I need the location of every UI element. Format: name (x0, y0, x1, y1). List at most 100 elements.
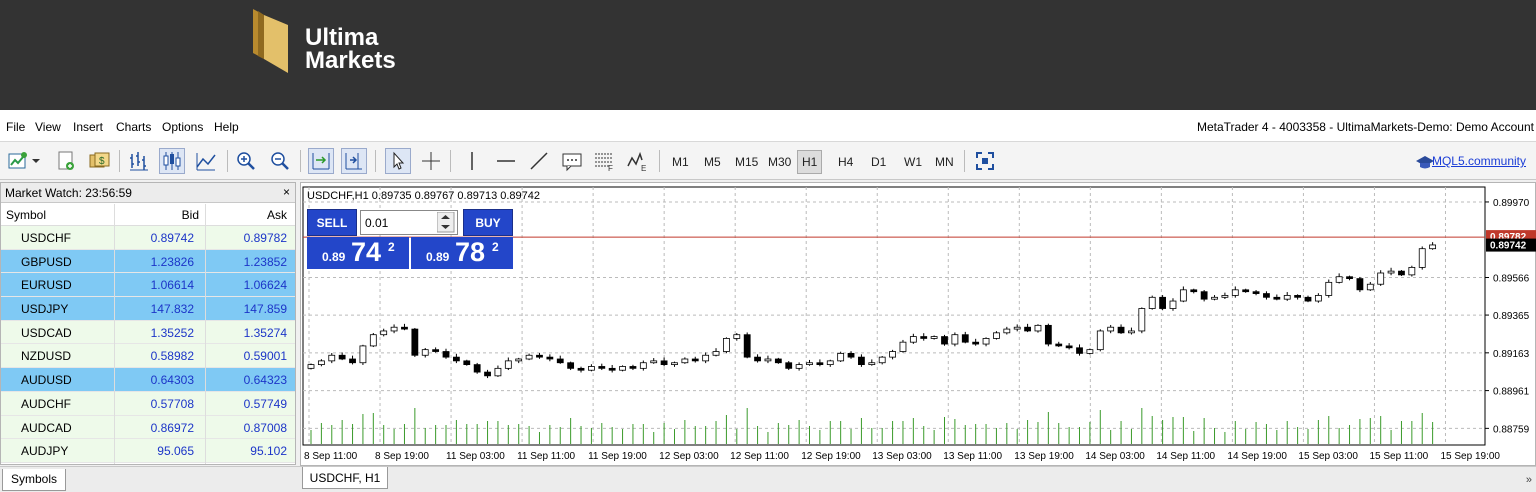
candle-body (889, 351, 896, 358)
candle-body (774, 358, 782, 364)
candle-body (1065, 345, 1073, 349)
tf-h4-button[interactable]: H4 (838, 155, 854, 169)
ask-price: 0.87008 (243, 420, 287, 435)
market-watch-icon[interactable]: $ (86, 148, 112, 174)
trendline-icon[interactable] (526, 148, 552, 174)
candle-body (733, 334, 741, 339)
candle-body (556, 358, 564, 364)
scroll-right-icon[interactable]: » (1525, 474, 1532, 486)
market-watch-row[interactable]: USDJPY 147.832 147.859 (1, 297, 295, 321)
tab-chart-usdchf[interactable]: USDCHF, H1 (302, 467, 388, 489)
symbol-name: USDCHF (21, 231, 71, 245)
symbol-column-header[interactable]: Symbol (6, 208, 47, 222)
fibonacci-icon[interactable]: F (591, 148, 617, 174)
candle-body (349, 358, 356, 364)
chart-shift-icon[interactable] (341, 148, 367, 174)
ask-column-header[interactable]: Ask (266, 208, 287, 222)
crosshair-icon[interactable] (418, 148, 444, 174)
bid-price: 0.89742 (150, 231, 194, 245)
candle-body (858, 356, 865, 366)
candle-body (899, 341, 907, 352)
menu-options[interactable]: Options (162, 120, 204, 134)
menu-view[interactable]: View (35, 120, 61, 134)
market-watch-rows: USDCHF 0.89742 0.89782 GBPUSD 1.23826 1.23852… (1, 226, 295, 463)
market-watch-row[interactable]: USDCHF 0.89742 0.89782 (1, 226, 295, 250)
market-watch-row[interactable]: AUDJPY 95.065 95.102 (1, 439, 295, 463)
close-icon[interactable]: × (282, 185, 290, 199)
market-watch-row[interactable]: AUDUSD 0.64303 0.64323 (1, 368, 295, 392)
menu-charts[interactable]: Charts (116, 120, 152, 134)
candle-body (1314, 295, 1322, 302)
market-watch-row[interactable]: AUDCAD 0.86972 0.87008 (1, 415, 295, 440)
tf-m5-button[interactable]: M5 (704, 155, 721, 169)
bid-column-header[interactable]: Bid (181, 208, 199, 222)
tf-w1-button[interactable]: W1 (904, 155, 922, 169)
candle-body (1366, 283, 1374, 291)
candle-body (317, 360, 325, 366)
sell-button[interactable]: SELL (307, 209, 357, 236)
bar-chart-icon[interactable] (126, 148, 152, 174)
chart-window[interactable]: 0.89970 0.89566 0.89365 0.89163 0.88961 0.887… (300, 182, 1536, 466)
profiles-icon[interactable] (53, 148, 79, 174)
mql5-community-link[interactable]: MQL5.community (1431, 154, 1526, 168)
market-watch-title-text: Market Watch: 23:56:59 (5, 186, 132, 200)
tf-m1-button[interactable]: M1 (672, 155, 689, 169)
candlestick-icon[interactable] (159, 148, 185, 174)
candle-body (619, 366, 626, 371)
menu-insert[interactable]: Insert (73, 120, 104, 134)
ask-price: 0.89782 (243, 231, 287, 245)
dropdown-arrow-icon[interactable] (28, 148, 44, 174)
menu-help[interactable]: Help (214, 120, 239, 134)
bid-price: 0.57708 (150, 396, 194, 411)
lot-stepper-icon[interactable] (437, 212, 455, 233)
candle-body (369, 334, 377, 347)
fullscreen-icon[interactable] (972, 148, 998, 174)
bid-price: 1.06614 (150, 278, 194, 293)
zoom-in-icon[interactable] (233, 148, 259, 174)
candle-body (463, 360, 471, 366)
symbol-name: GBPUSD (21, 254, 72, 269)
tf-m30-button[interactable]: M30 (768, 155, 792, 169)
candle-body (598, 366, 606, 369)
bid-price-label: 0.89742 (1490, 241, 1527, 252)
tf-m15-button[interactable]: M15 (735, 155, 759, 169)
candle-body (588, 366, 595, 371)
candle-body (1107, 326, 1115, 332)
market-watch-row[interactable]: AUDCHF 0.57708 0.57749 (1, 391, 295, 416)
market-watch-row[interactable]: GBPUSD 1.23826 1.23852 (1, 249, 295, 274)
candle-body (421, 349, 429, 356)
text-label-icon[interactable] (559, 148, 585, 174)
auto-scroll-icon[interactable] (308, 148, 334, 174)
buy-button[interactable]: BUY (463, 209, 513, 236)
bid-price: 147.832 (150, 302, 194, 317)
tf-mn-button[interactable]: MN (935, 155, 954, 169)
candle-body (442, 351, 450, 358)
svg-text:$: $ (99, 156, 105, 167)
zoom-out-icon[interactable] (267, 148, 293, 174)
candle-body (1211, 296, 1218, 300)
candle-body (484, 371, 491, 377)
tf-d1-button[interactable]: D1 (871, 155, 887, 169)
tab-symbols[interactable]: Symbols (2, 469, 66, 491)
cursor-icon[interactable] (385, 148, 411, 174)
menu-file[interactable]: File (6, 120, 26, 134)
symbol-name: AUDCAD (21, 420, 72, 435)
bottom-tab-strip (0, 466, 1536, 492)
buy-price-display[interactable]: 0.89 78 2 (411, 237, 513, 269)
vertical-line-icon[interactable] (459, 148, 485, 174)
svg-text:F: F (608, 164, 613, 172)
candle-body (1117, 326, 1125, 334)
symbol-name: NZDUSD (21, 349, 71, 364)
market-watch-row[interactable]: EURUSD 1.06614 1.06624 (1, 273, 295, 298)
market-watch-row[interactable]: USDCAD 1.35252 1.35274 (1, 320, 295, 345)
sell-price-display[interactable]: 0.89 74 2 (307, 237, 409, 269)
tf-h1-button[interactable]: H1 (797, 150, 823, 174)
candle-body (1086, 349, 1094, 354)
new-chart-icon[interactable] (5, 148, 31, 174)
elliott-icon[interactable]: E (624, 148, 650, 174)
market-watch-row[interactable]: NZDUSD 0.58982 0.59001 (1, 344, 295, 369)
candle-body (525, 354, 533, 360)
candle-body (380, 330, 388, 336)
horizontal-line-icon[interactable] (493, 148, 519, 174)
line-chart-icon[interactable] (193, 148, 219, 174)
